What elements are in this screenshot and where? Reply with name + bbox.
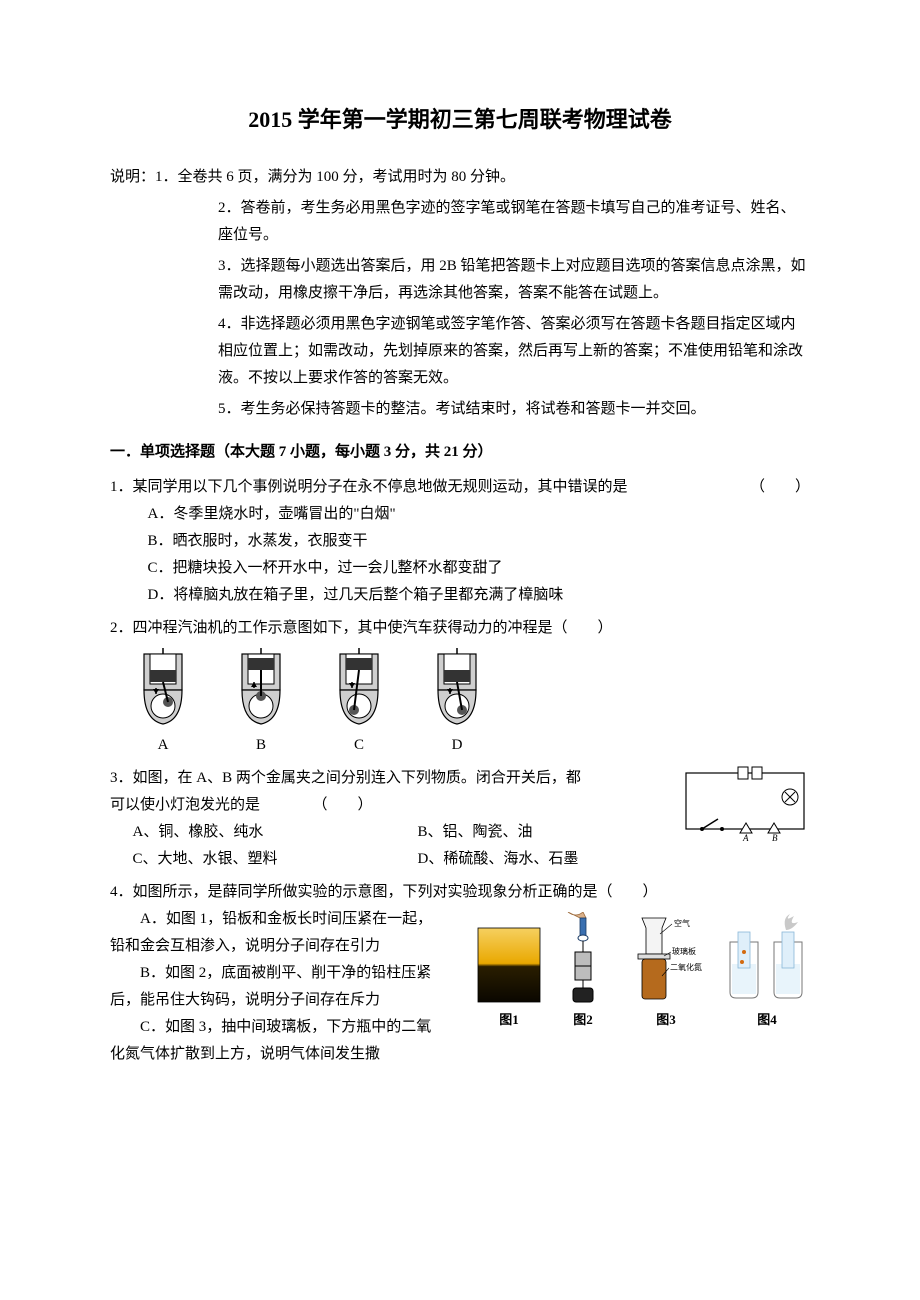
q3-option-b: B、铝、陶瓷、油	[395, 819, 680, 846]
instructions-prefix: 说明：	[110, 169, 155, 185]
question-3: 3．如图，在 A、B 两个金属夹之间分别连入下列物质。闭合开关后，都 可以使小灯…	[110, 765, 810, 873]
q4-c-line1: C．如图 3，抽中间玻璃板，下方瓶中的二氧	[110, 1014, 466, 1041]
q4-fig2-label: 图2	[573, 1008, 593, 1031]
q4-figures: 图1 图2	[476, 912, 810, 1031]
beakers-icon	[724, 912, 810, 1006]
instruction-3: 3．选择题每小题选出答案后，用 2B 铅笔把答题卡上对应题目选项的答案信息点涂黑…	[164, 253, 810, 307]
diffusion-bottle-icon: 空气 玻璃板 二氧化氮	[624, 912, 708, 1006]
q3-option-a: A、铜、橡胶、纯水	[110, 819, 395, 846]
question-1: 1．某同学用以下几个事例说明分子在永不停息地做无规则运动，其中错误的是 （ ） …	[110, 474, 810, 609]
q1-option-c: C．把糖块投入一杯开水中，过一会儿整杯水都变甜了	[110, 555, 810, 582]
q1-option-d: D．将樟脑丸放在箱子里，过几天后整个箱子里都充满了樟脑味	[110, 582, 810, 609]
q4-c-line2: 化氮气体扩散到上方，说明气体间发生撒	[110, 1041, 466, 1068]
engine-c: C	[324, 648, 394, 759]
engine-d-icon	[422, 648, 492, 730]
engine-b-icon	[226, 648, 296, 730]
engine-d-label: D	[452, 732, 463, 759]
q1-option-b: B．晒衣服时，水蒸发，衣服变干	[110, 528, 810, 555]
svg-text:空气: 空气	[674, 918, 690, 928]
q4-fig1: 图1	[476, 922, 542, 1031]
instruction-4: 4．非选择题必须用黑色字迹钢笔或签字笔作答、答案必须写在答题卡各题目指定区域内相…	[164, 311, 810, 392]
engine-a-label: A	[158, 732, 169, 759]
lead-gold-icon	[476, 922, 542, 1006]
q3-stem-line2: 可以使小灯泡发光的是 （ ）	[110, 792, 680, 819]
circuit-icon: A B	[680, 765, 810, 841]
engine-c-label: C	[354, 732, 364, 759]
instructions: 说明：1．全卷共 6 页，满分为 100 分，考试用时为 80 分钟。 2．答卷…	[110, 164, 810, 423]
svg-text:B: B	[772, 833, 778, 841]
q4-b-line2: 后，能吊住大钩码，说明分子间存在斥力	[110, 987, 466, 1014]
page-title: 2015 学年第一学期初三第七周联考物理试卷	[110, 100, 810, 140]
q4-a-line2: 铅和金会互相渗入，说明分子间存在引力	[110, 933, 466, 960]
q1-paren: （ ）	[750, 474, 810, 501]
q2-figures: A B	[128, 648, 810, 759]
engine-c-icon	[324, 648, 394, 730]
q4-fig3-label: 图3	[656, 1008, 676, 1031]
section-1-title: 一．单项选择题（本大题 7 小题，每小题 3 分，共 21 分）	[110, 439, 810, 466]
q4-a-line1: A．如图 1，铅板和金板长时间压紧在一起，	[110, 906, 466, 933]
engine-a: A	[128, 648, 198, 759]
q1-stem: 1．某同学用以下几个事例说明分子在永不停息地做无规则运动，其中错误的是	[110, 474, 628, 501]
q4-b-line1: B．如图 2，底面被削平、削干净的铅柱压紧	[110, 960, 466, 987]
q2-stem: 2．四冲程汽油机的工作示意图如下，其中使汽车获得动力的冲程是（ ）	[110, 615, 810, 642]
q3-stem-line1: 3．如图，在 A、B 两个金属夹之间分别连入下列物质。闭合开关后，都	[110, 765, 680, 792]
instruction-1: 说明：1．全卷共 6 页，满分为 100 分，考试用时为 80 分钟。	[110, 164, 810, 191]
engine-a-icon	[128, 648, 198, 730]
q3-option-d: D、稀硫酸、海水、石墨	[395, 846, 680, 873]
svg-text:A: A	[742, 833, 749, 841]
q1-option-a: A．冬季里烧水时，壶嘴冒出的"白烟"	[110, 501, 810, 528]
q4-fig3: 空气 玻璃板 二氧化氮 图3	[624, 912, 708, 1031]
lead-cylinder-icon	[558, 912, 608, 1006]
svg-text:二氧化氮: 二氧化氮	[670, 962, 702, 972]
instruction-2: 2．答卷前，考生务必用黑色字迹的签字笔或钢笔在答题卡填写自己的准考证号、姓名、座…	[164, 195, 810, 249]
engine-d: D	[422, 648, 492, 759]
question-2: 2．四冲程汽油机的工作示意图如下，其中使汽车获得动力的冲程是（ ） A	[110, 615, 810, 759]
question-4: 4．如图所示，是薛同学所做实验的示意图，下列对实验现象分析正确的是（ ） A．如…	[110, 879, 810, 1068]
instruction-5: 5．考生务必保持答题卡的整洁。考试结束时，将试卷和答题卡一并交回。	[164, 396, 810, 423]
q4-fig1-label: 图1	[499, 1008, 519, 1031]
engine-b: B	[226, 648, 296, 759]
q4-fig2: 图2	[558, 912, 608, 1031]
engine-b-label: B	[256, 732, 266, 759]
q4-fig4: 图4	[724, 912, 810, 1031]
svg-text:玻璃板: 玻璃板	[672, 946, 696, 956]
q4-fig4-label: 图4	[757, 1008, 777, 1031]
q4-stem: 4．如图所示，是薛同学所做实验的示意图，下列对实验现象分析正确的是（ ）	[110, 879, 810, 906]
q3-option-c: C、大地、水银、塑料	[110, 846, 395, 873]
